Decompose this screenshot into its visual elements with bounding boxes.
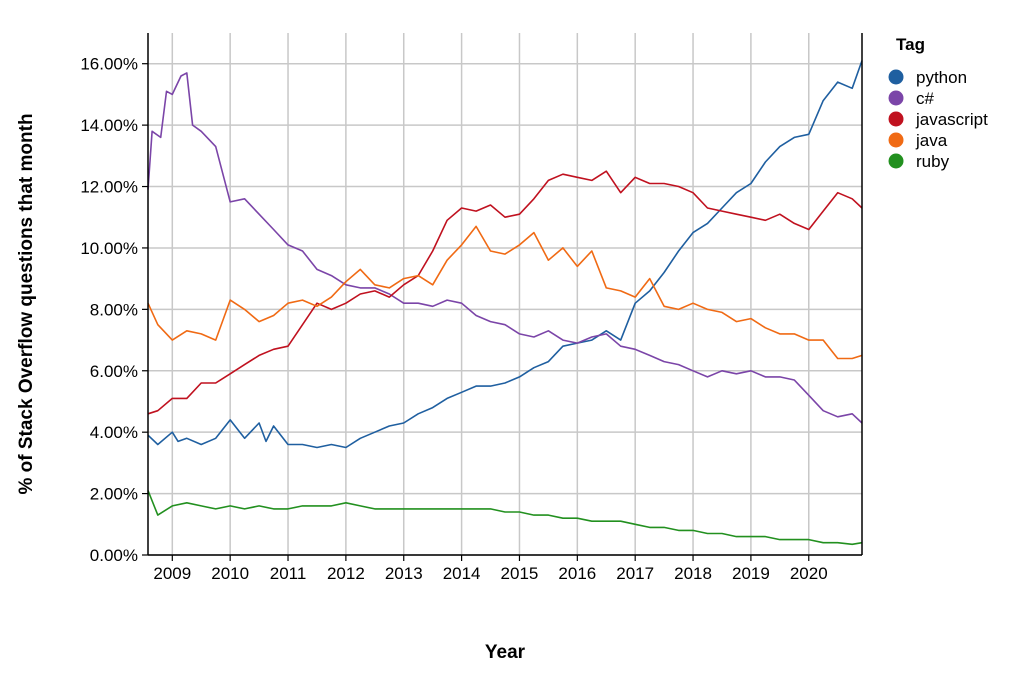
x-tick-label: 2010 — [211, 564, 249, 583]
y-tick-label: 4.00% — [90, 423, 138, 442]
series-line-python — [147, 60, 863, 449]
legend-label: java — [915, 131, 948, 150]
y-tick-label: 2.00% — [90, 485, 138, 504]
legend-label: python — [916, 68, 967, 87]
y-tick-label: 14.00% — [80, 116, 138, 135]
legend-swatch — [888, 111, 904, 127]
legend-swatch — [888, 69, 904, 85]
tick-labels: 2009 2010 2011 2012 2013 2014 2015 2016 2017 2018… — [80, 55, 827, 583]
y-tick-label: 12.00% — [80, 178, 138, 197]
legend-item: c# — [888, 89, 935, 108]
legend-item: java — [888, 131, 948, 150]
x-tick-label: 2014 — [443, 564, 481, 583]
y-tick-label: 0.00% — [90, 546, 138, 565]
legend-swatch — [888, 153, 904, 169]
legend: Tag python c# javascript java ruby — [888, 35, 988, 171]
y-tick-label: 8.00% — [90, 300, 138, 319]
series-line-java — [147, 225, 863, 360]
legend-label: javascript — [915, 110, 988, 129]
x-tick-label: 2013 — [385, 564, 423, 583]
y-axis-title: % of Stack Overflow questions that month — [16, 113, 37, 494]
series-line-ruby — [147, 490, 863, 546]
gridlines — [148, 33, 862, 556]
series-line-csharp — [147, 72, 863, 424]
x-tick-label: 2011 — [270, 564, 307, 583]
x-axis-title: Year — [485, 642, 526, 663]
x-tick-label: 2016 — [558, 564, 596, 583]
x-tick-label: 2012 — [327, 564, 365, 583]
legend-label: c# — [916, 89, 935, 108]
x-tick-label: 2017 — [616, 564, 654, 583]
axes — [142, 33, 863, 561]
x-tick-label: 2020 — [790, 564, 828, 583]
legend-item: ruby — [888, 152, 950, 171]
legend-swatch — [888, 132, 904, 148]
x-tick-label: 2018 — [674, 564, 712, 583]
legend-label: ruby — [916, 152, 950, 171]
x-tick-label: 2015 — [501, 564, 539, 583]
y-tick-label: 6.00% — [90, 362, 138, 381]
legend-title: Tag — [896, 35, 925, 54]
y-tick-label: 10.00% — [80, 239, 138, 258]
y-tick-label: 16.00% — [80, 55, 138, 74]
series-line-javascript — [147, 170, 863, 415]
series-lines — [147, 60, 863, 546]
legend-swatch — [888, 90, 904, 106]
legend-item: python — [888, 68, 967, 87]
legend-items: python c# javascript java ruby — [888, 68, 988, 171]
legend-item: javascript — [888, 110, 988, 129]
x-tick-label: 2009 — [153, 564, 191, 583]
x-tick-label: 2019 — [732, 564, 770, 583]
